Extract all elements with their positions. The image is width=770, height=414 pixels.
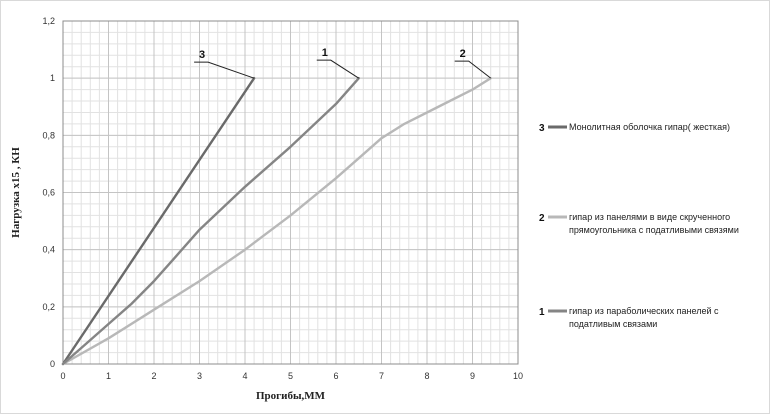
legend-number-3: 3 bbox=[539, 123, 545, 134]
legend-label-2: гипар из панелями в виде скрученного bbox=[569, 212, 730, 222]
y-tick-label: 0,2 bbox=[42, 302, 55, 312]
x-tick-label: 4 bbox=[242, 371, 247, 381]
legend-label-1: гипар из параболических панелей с bbox=[569, 306, 719, 316]
x-tick-label: 0 bbox=[60, 371, 65, 381]
x-tick-label: 2 bbox=[151, 371, 156, 381]
legend-label-3: Монолитная оболочка гипар( жесткая) bbox=[569, 122, 730, 132]
x-tick-label: 6 bbox=[333, 371, 338, 381]
series-line-1 bbox=[61, 76, 360, 366]
legend-number-2: 2 bbox=[539, 213, 545, 224]
x-tick-label: 3 bbox=[197, 371, 202, 381]
callout-label-3: 3 bbox=[199, 49, 205, 61]
series-line-3 bbox=[61, 76, 256, 366]
y-tick-label: 0 bbox=[50, 359, 55, 369]
y-axis-title: Нагрузка х15 , КН bbox=[10, 147, 22, 238]
x-axis-title: Прогибы,ММ bbox=[256, 390, 326, 402]
callout-leader-3 bbox=[194, 61, 255, 79]
legend-label-2: прямоугольника с податливыми связями bbox=[569, 225, 739, 235]
y-tick-label: 0,6 bbox=[42, 188, 55, 198]
y-tick-label: 1 bbox=[50, 73, 55, 83]
x-tick-label: 9 bbox=[470, 371, 475, 381]
x-tick-label: 10 bbox=[513, 371, 523, 381]
legend-label-1: податливым связами bbox=[569, 319, 657, 329]
x-tick-label: 7 bbox=[379, 371, 384, 381]
callout-label-1: 1 bbox=[322, 47, 328, 59]
callout-leader-1 bbox=[316, 59, 360, 79]
series-line-2 bbox=[61, 76, 492, 366]
legend-number-1: 1 bbox=[539, 307, 545, 318]
callout-label-2: 2 bbox=[460, 48, 466, 60]
x-tick-label: 8 bbox=[424, 371, 429, 381]
y-tick-label: 0,4 bbox=[42, 245, 55, 255]
y-tick-label: 0,8 bbox=[42, 130, 55, 140]
x-tick-label: 1 bbox=[106, 371, 111, 381]
callout-leader-2 bbox=[454, 60, 492, 79]
x-tick-label: 5 bbox=[288, 371, 293, 381]
plot-border bbox=[62, 20, 519, 365]
y-tick-label: 1,2 bbox=[42, 16, 55, 26]
